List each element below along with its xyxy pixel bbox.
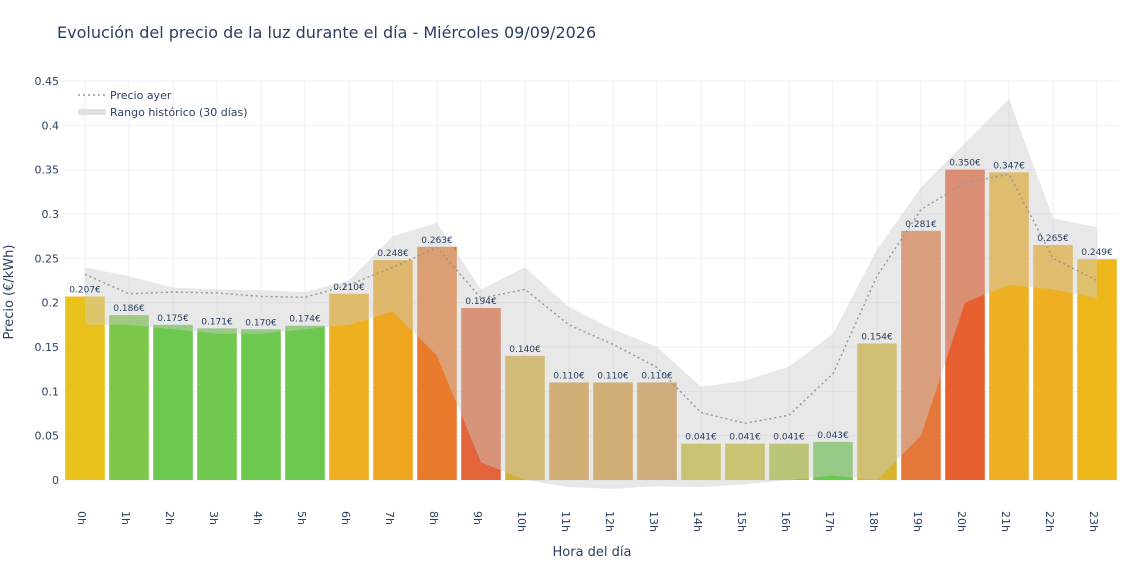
x-tick-label: 10h [515,511,528,532]
bar-value-label: 0.041€ [729,433,761,443]
bar-value-labels: 0.207€ 0.186€ 0.175€ 0.171€ 0.170€ 0.174€ 0.21… [69,159,1113,443]
bar [725,443,765,480]
chart-title: Evolución del precio de la luz durante e… [57,23,596,42]
bar [153,324,193,480]
bar [1077,259,1117,480]
x-tick-label: 13h [647,511,660,532]
bar-value-label: 0.041€ [773,433,805,443]
legend-yesterday-label: Precio ayer [110,89,172,102]
bar-value-label: 0.347€ [993,161,1025,171]
bar-value-label: 0.186€ [113,304,145,314]
bar [1033,245,1073,480]
bar-value-label: 0.248€ [377,249,409,259]
bar [857,343,897,480]
bar [373,260,413,480]
x-tick-label: 21h [999,511,1012,532]
bar-value-label: 0.110€ [641,371,673,381]
x-tick-label: 12h [603,511,616,532]
x-tick-label: 4h [251,511,264,525]
bar [593,382,633,480]
legend-range-label: Rango histórico (30 días) [110,106,248,119]
x-tick-label: 2h [163,511,176,525]
bar [989,172,1029,480]
bar [461,307,501,480]
bar [901,230,941,480]
x-tick-label: 22h [1043,511,1056,532]
bar-value-label: 0.110€ [597,371,629,381]
bar [769,443,809,480]
bar-value-label: 0.041€ [685,433,717,443]
bar [329,293,369,480]
y-tick-label: 0.4 [42,119,60,132]
bar-value-label: 0.210€ [333,283,365,293]
y-tick-label: 0.05 [35,430,60,443]
y-tick-label: 0.1 [42,385,60,398]
bars [65,169,1117,480]
x-tick-label: 14h [691,511,704,532]
bar-value-label: 0.171€ [201,317,233,327]
x-tick-label: 6h [339,511,352,525]
bar [65,296,105,480]
bar [197,328,237,480]
x-axis-ticks: 0h 1h 2h 3h 4h 5h 6h 7h 8h 9h 10h 11h 12h 13h 14h 15h 16… [75,511,1100,532]
bar [549,382,589,480]
x-tick-label: 15h [735,511,748,532]
legend: Precio ayer Rango histórico (30 días) [78,89,248,119]
x-tick-label: 5h [295,511,308,525]
x-tick-label: 16h [779,511,792,532]
bar-value-label: 0.194€ [465,297,497,307]
x-axis-title: Hora del día [553,545,632,560]
bar-value-label: 0.207€ [69,285,101,295]
bar-value-label: 0.263€ [421,236,453,246]
y-gridlines [63,80,1119,481]
bar [285,325,325,480]
x-tick-label: 0h [75,511,88,525]
y-axis-ticks: 0 0.05 0.1 0.15 0.2 0.25 0.3 0.35 0.4 0.45 [35,75,60,487]
y-tick-label: 0.3 [42,208,60,221]
bar-value-label: 0.265€ [1037,234,1069,244]
y-tick-label: 0.15 [35,341,60,354]
x-tick-label: 20h [955,511,968,532]
bar-value-label: 0.174€ [289,315,321,325]
y-tick-label: 0.35 [35,164,60,177]
x-tick-label: 7h [383,511,396,525]
bar [417,246,457,480]
x-tick-label: 11h [559,511,572,532]
bar-value-label: 0.110€ [553,371,585,381]
x-tick-label: 1h [119,511,132,525]
y-tick-label: 0.2 [42,297,60,310]
bar-value-label: 0.175€ [157,314,189,324]
x-tick-label: 23h [1087,511,1100,532]
yesterday-price-line [84,173,1098,425]
y-tick-label: 0.45 [35,75,60,88]
bar-value-label: 0.350€ [949,159,981,169]
bar [813,441,853,480]
y-tick-label: 0.25 [35,252,60,265]
bar-value-label: 0.140€ [509,345,541,355]
bar [505,355,545,480]
bar [109,315,149,480]
x-tick-label: 3h [207,511,220,525]
y-tick-label: 0 [52,474,59,487]
x-tick-label: 18h [867,511,880,532]
bar-value-label: 0.249€ [1081,248,1113,258]
bar [945,169,985,480]
x-tick-label: 8h [427,511,440,525]
historical-range-band [85,98,1097,489]
x-tick-label: 19h [911,511,924,532]
x-tick-label: 9h [471,511,484,525]
legend-range-swatch [78,109,106,115]
bar [681,443,721,480]
y-axis-title: Precio (€/kWh) [2,245,17,340]
bar [241,329,281,480]
bar-value-label: 0.043€ [817,431,849,441]
bar-value-label: 0.170€ [245,318,277,328]
bar [637,382,677,480]
x-tick-label: 17h [823,511,836,532]
bar-value-label: 0.281€ [905,220,937,230]
bar-value-label: 0.154€ [861,332,893,342]
